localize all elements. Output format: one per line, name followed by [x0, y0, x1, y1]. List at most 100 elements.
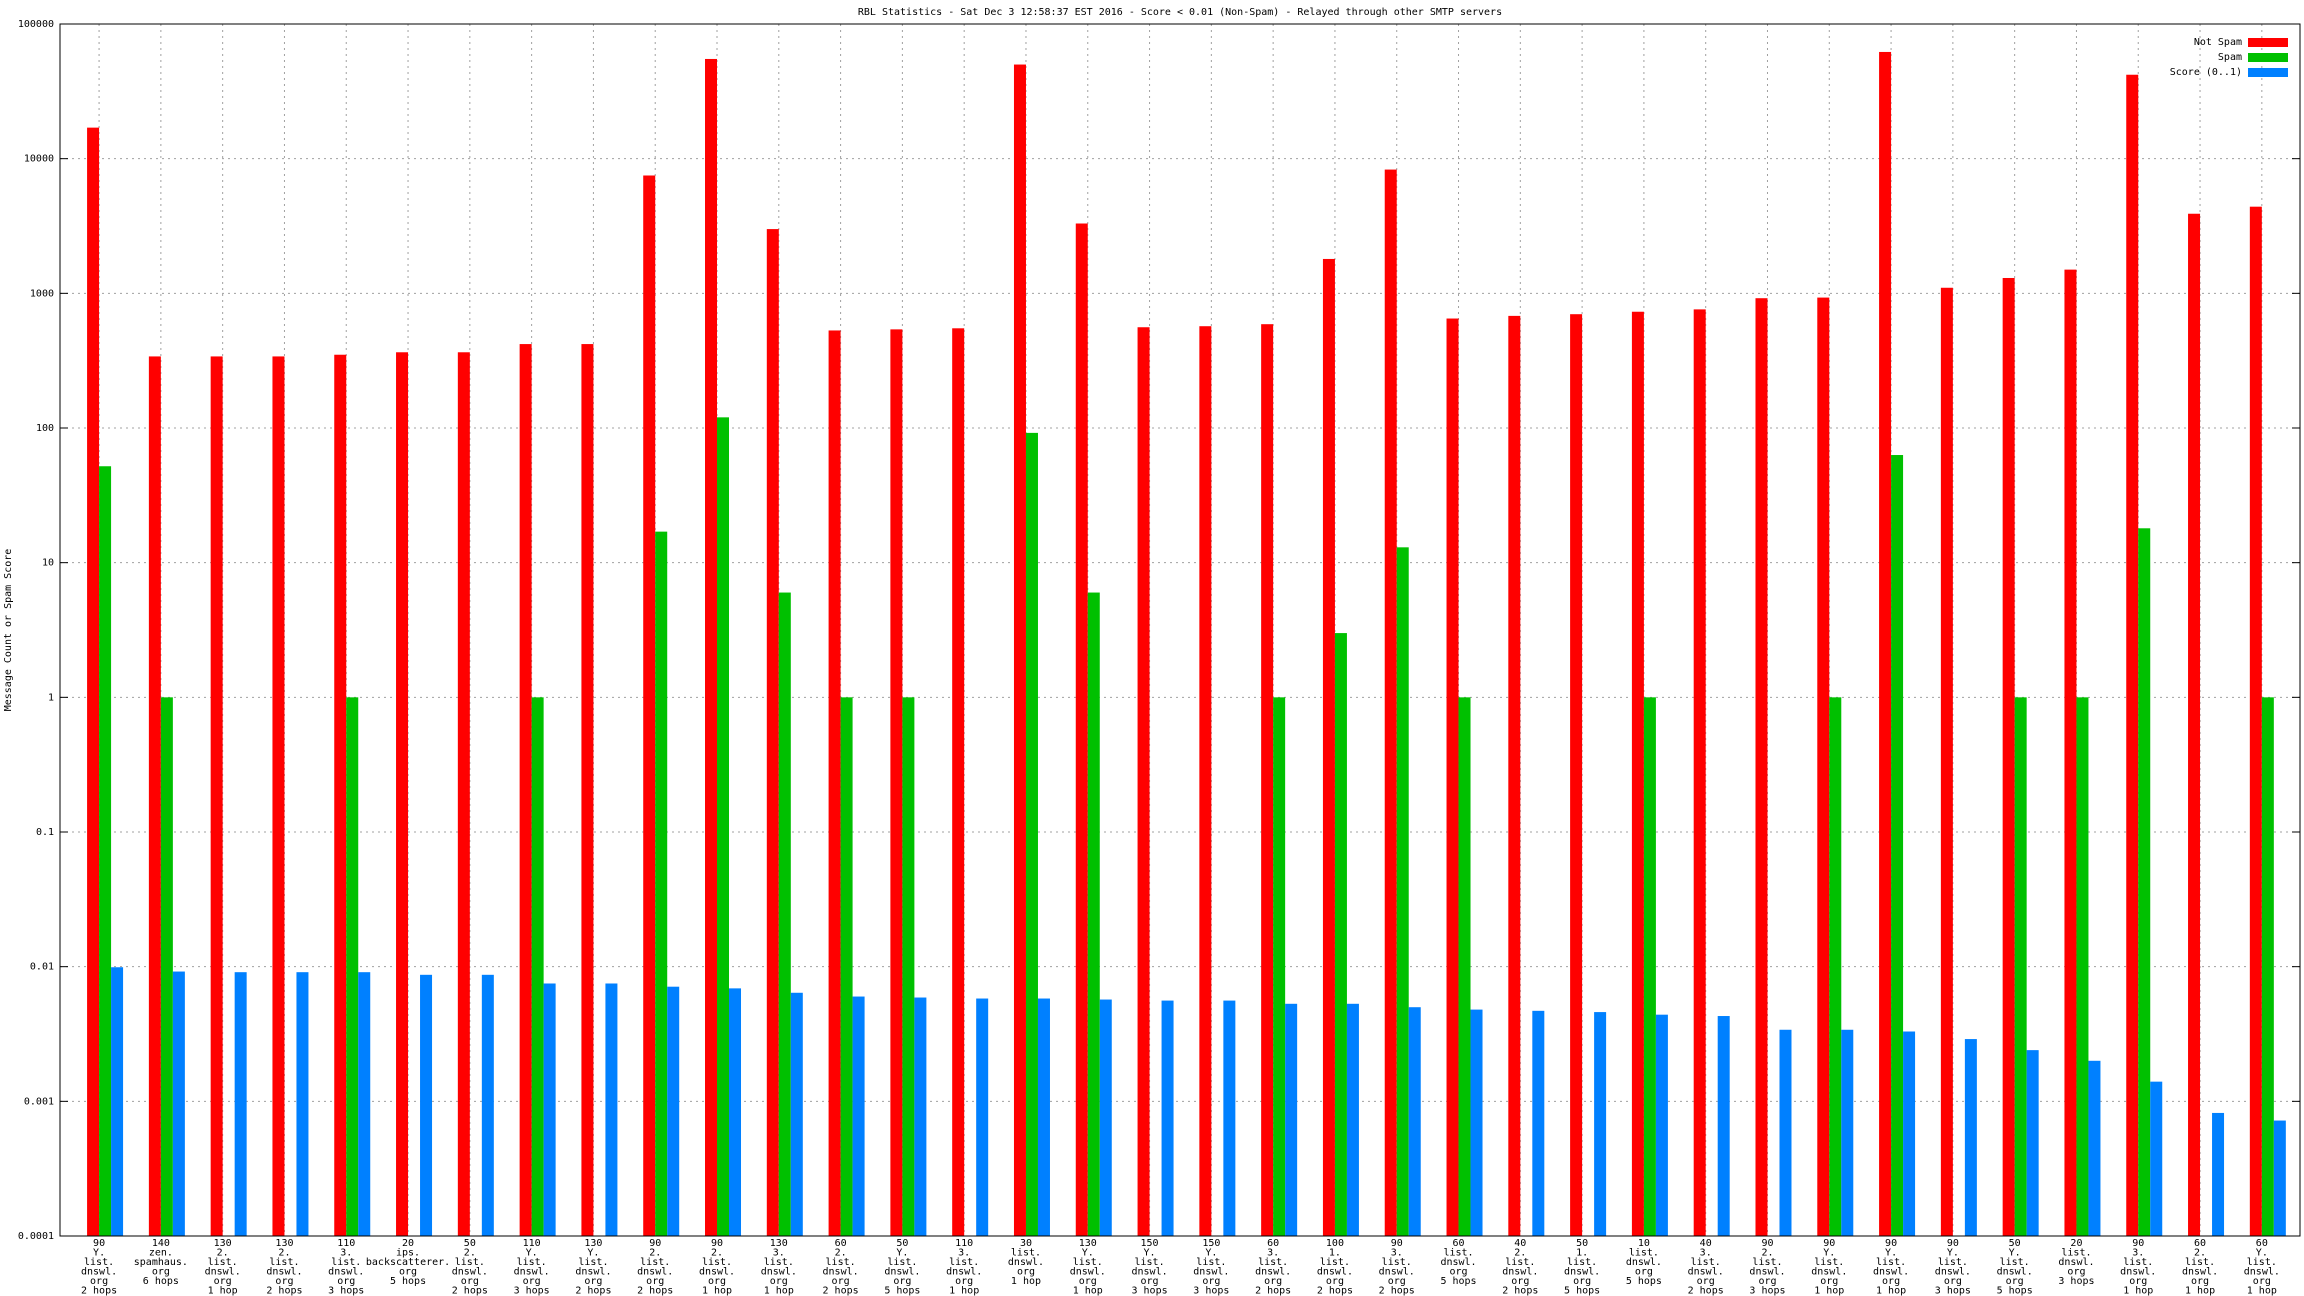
x-tick-label: 140 zen. spamhaus. org 6 hops — [134, 1238, 188, 1287]
bar — [2188, 213, 2201, 1236]
bar — [210, 356, 223, 1237]
x-tick-label: 130 3. list. dnswl. org 1 hop — [761, 1238, 797, 1296]
bar — [790, 992, 803, 1236]
bar — [1322, 258, 1335, 1236]
bar — [1903, 1031, 1916, 1236]
chart-title: RBL Statistics - Sat Dec 3 12:58:37 EST … — [858, 7, 1502, 18]
y-tick-label: 100 — [36, 423, 54, 434]
bar — [1013, 64, 1026, 1237]
bar — [1273, 697, 1286, 1236]
bar — [1470, 1009, 1483, 1236]
bar — [1334, 633, 1347, 1236]
bar — [1261, 324, 1274, 1237]
bar — [2064, 269, 2077, 1236]
bar — [1964, 1039, 1977, 1236]
x-tick-label: 20 list. dnswl. org 3 hops — [2058, 1238, 2094, 1287]
bar — [519, 344, 532, 1236]
bar — [87, 127, 100, 1236]
bar — [2026, 1050, 2039, 1236]
legend-label: Spam — [2218, 52, 2242, 63]
bar — [1829, 697, 1842, 1236]
bar — [1570, 314, 1583, 1236]
bar — [1508, 315, 1521, 1236]
bar — [1643, 697, 1656, 1236]
bar — [1446, 318, 1459, 1236]
x-tick-label: 130 Y. list. dnswl. org 2 hops — [575, 1238, 611, 1296]
y-tick-label: 0.1 — [36, 827, 54, 838]
bar — [272, 356, 285, 1237]
bar — [1631, 311, 1644, 1236]
bar — [828, 330, 841, 1236]
bar — [852, 996, 865, 1236]
bar — [1779, 1029, 1792, 1236]
x-tick-label: 90 Y. list. dnswl. org 1 hop — [1811, 1238, 1847, 1296]
bar — [1532, 1010, 1545, 1236]
bar — [581, 344, 594, 1236]
bar — [914, 997, 927, 1236]
legend-swatch — [2248, 68, 2288, 77]
x-tick-label: 50 Y. list. dnswl. org 5 hops — [1997, 1238, 2033, 1296]
bar — [1285, 1003, 1298, 1236]
bar — [2076, 697, 2089, 1236]
bar — [1940, 287, 1953, 1236]
bar — [1087, 592, 1100, 1236]
bar — [1594, 1012, 1607, 1236]
y-tick-label: 0.0001 — [18, 1231, 54, 1242]
bar — [2088, 1060, 2101, 1236]
x-tick-label: 60 3. list. dnswl. org 2 hops — [1255, 1238, 1291, 1296]
x-tick-label: 130 2. list. dnswl. org 2 hops — [266, 1238, 302, 1296]
bar — [543, 983, 556, 1236]
y-tick-label: 0.001 — [24, 1096, 54, 1107]
bar — [358, 972, 371, 1236]
bar — [420, 974, 433, 1236]
bar — [111, 967, 124, 1236]
bar — [952, 328, 965, 1236]
bar — [531, 697, 544, 1236]
bar — [172, 971, 185, 1236]
bar — [1199, 326, 1212, 1236]
x-tick-label: 100 1. list. dnswl. org 2 hops — [1317, 1238, 1353, 1296]
plot-frame — [59, 23, 2301, 1237]
bar — [1817, 297, 1830, 1236]
bar — [890, 329, 903, 1236]
bar — [976, 998, 989, 1236]
bar — [655, 531, 668, 1236]
x-tick-label: 10 list. dnswl. org 5 hops — [1626, 1238, 1662, 1287]
bar — [1408, 1007, 1421, 1236]
bar — [2212, 1112, 2225, 1236]
x-tick-label: 90 Y. list. dnswl. org 3 hops — [1935, 1238, 1971, 1296]
bar — [1655, 1014, 1668, 1236]
legend-label: Not Spam — [2194, 37, 2242, 48]
x-tick-label: 50 Y. list. dnswl. org 5 hops — [884, 1238, 920, 1296]
x-tick-label: 90 3. list. dnswl. org 2 hops — [1379, 1238, 1415, 1296]
bar — [1693, 309, 1706, 1236]
y-tick-label: 100000 — [18, 19, 54, 30]
x-tick-label: 130 Y. list. dnswl. org 1 hop — [1070, 1238, 1106, 1296]
y-tick-label: 10000 — [24, 154, 54, 165]
legend-swatch — [2248, 38, 2288, 47]
bar — [1879, 51, 1892, 1237]
bar — [2126, 74, 2139, 1237]
bar — [1137, 327, 1150, 1236]
bar — [605, 983, 618, 1236]
bar — [396, 352, 409, 1236]
bar — [778, 592, 791, 1236]
bar — [705, 58, 718, 1237]
x-tick-label: 90 3. list. dnswl. org 1 hop — [2120, 1238, 2156, 1296]
x-tick-label: 40 3. list. dnswl. org 2 hops — [1688, 1238, 1724, 1296]
bar — [234, 972, 247, 1236]
bar — [717, 417, 730, 1236]
bar — [1346, 1003, 1359, 1236]
x-tick-label: 110 Y. list. dnswl. org 3 hops — [514, 1238, 550, 1296]
x-tick-label: 60 list. dnswl. org 5 hops — [1440, 1238, 1476, 1287]
bar — [2273, 1120, 2286, 1236]
y-tick-label: 10 — [42, 558, 54, 569]
bar — [1037, 998, 1050, 1236]
bar — [2261, 697, 2274, 1236]
bar — [1025, 432, 1038, 1236]
x-tick-label: 150 Y. list. dnswl. org 3 hops — [1193, 1238, 1229, 1296]
x-tick-label: 90 Y. list. dnswl. org 1 hop — [1873, 1238, 1909, 1296]
bar — [1458, 697, 1471, 1236]
bar — [346, 697, 359, 1236]
bar — [1841, 1029, 1854, 1236]
